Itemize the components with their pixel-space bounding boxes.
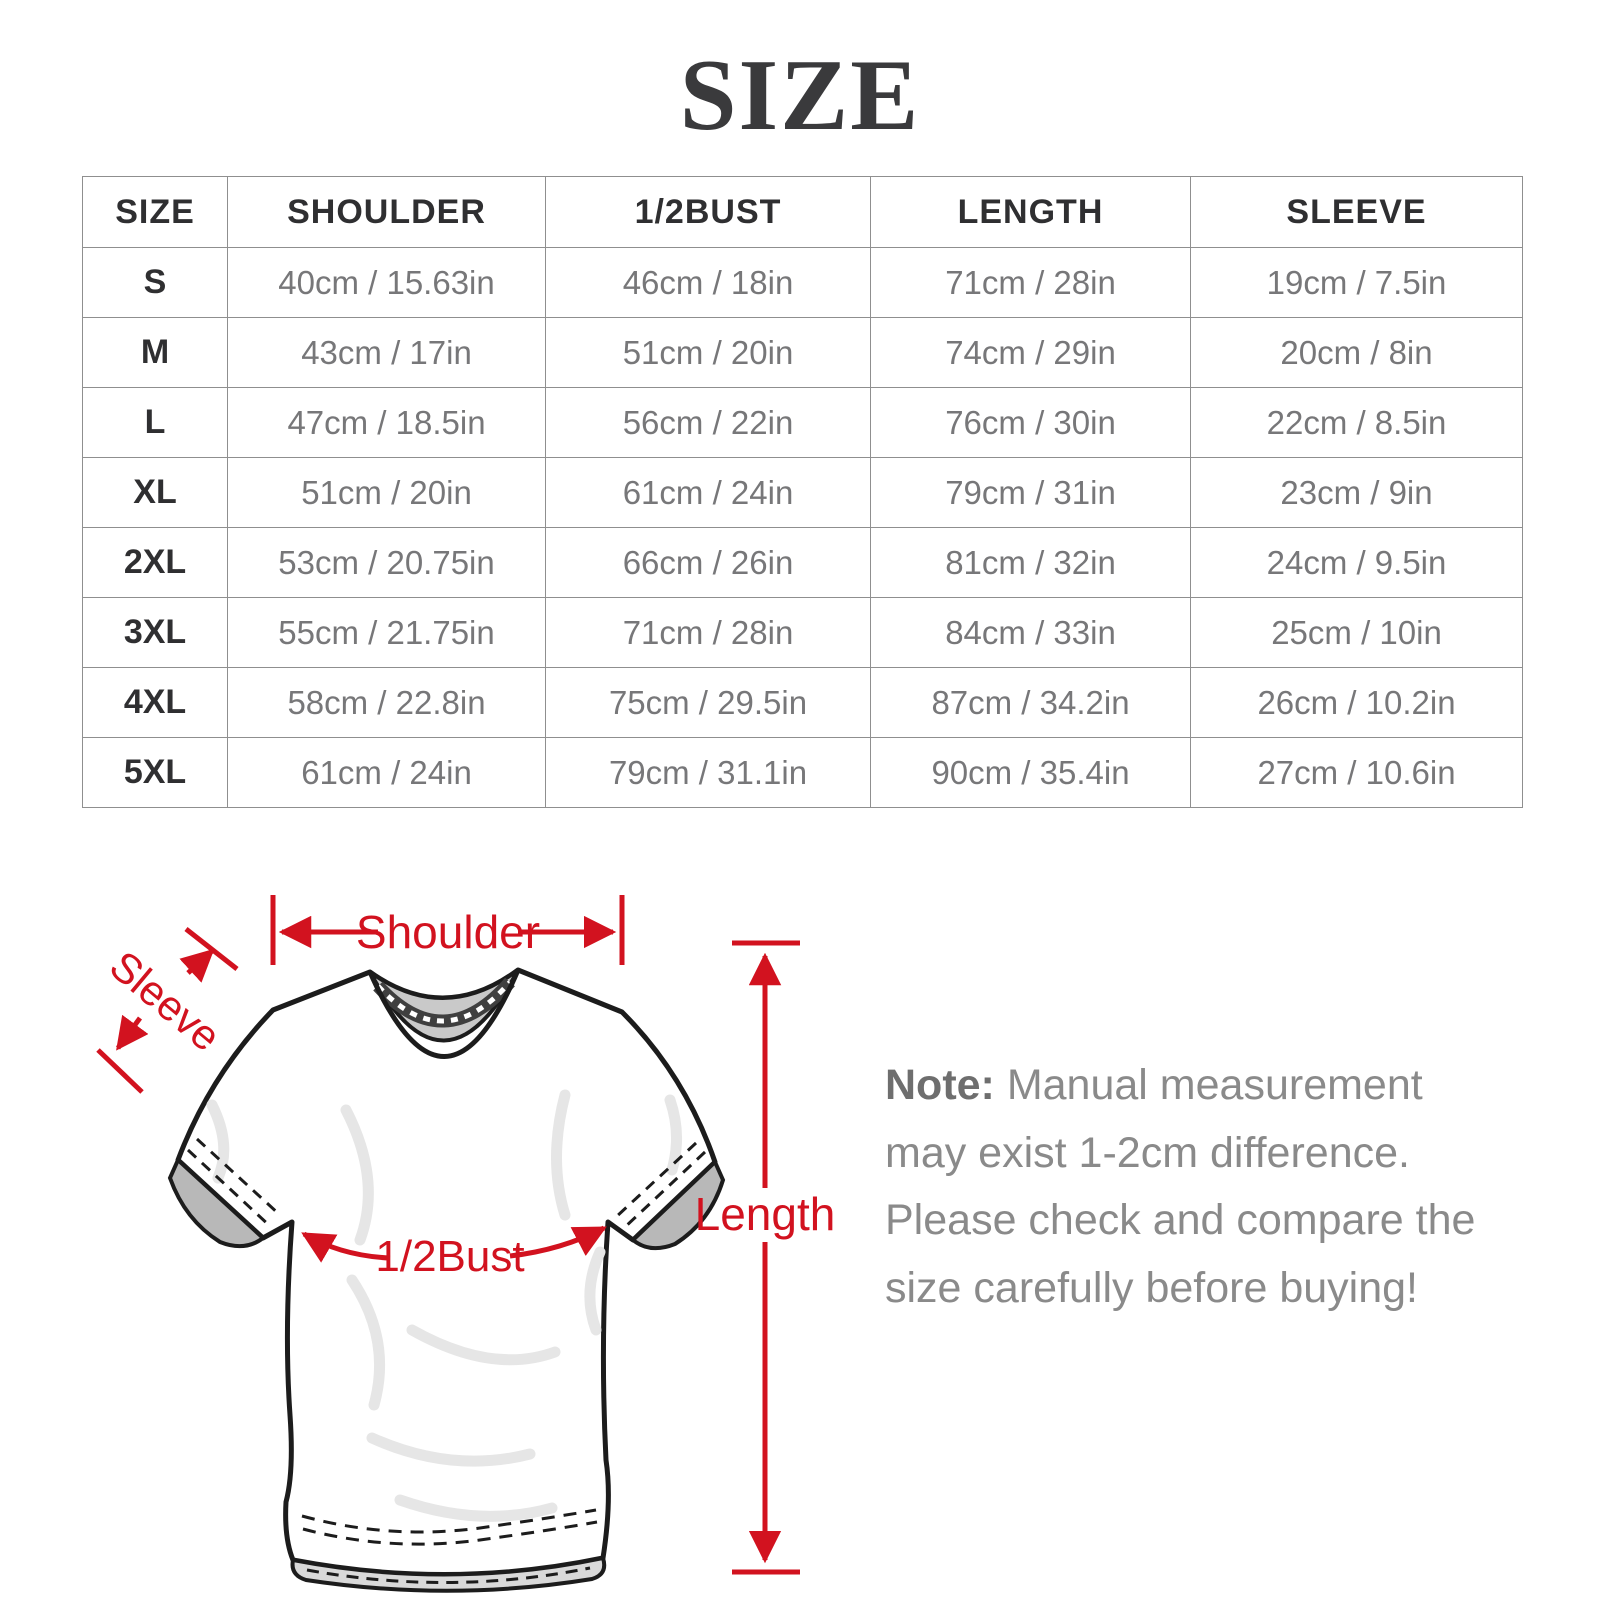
collar-front-rib: [367, 969, 521, 1059]
shoulder-cell: 55cm / 21.75in: [227, 597, 546, 668]
length-cell: 87cm / 34.2in: [870, 667, 1191, 738]
sleeve-cell: 23cm / 9in: [1190, 457, 1523, 528]
length-measure: [732, 940, 800, 1575]
table-row: S 40cm / 15.63in 46cm / 18in 71cm / 28in…: [82, 247, 1523, 318]
note-label: Note:: [885, 1061, 1007, 1109]
sleeve-cell: 24cm / 9.5in: [1190, 527, 1523, 598]
left-cuff: [167, 1156, 267, 1249]
page-title: SIZE: [679, 39, 921, 152]
sleeve-cell: 25cm / 10in: [1190, 597, 1523, 668]
length-cell: 74cm / 29in: [870, 317, 1191, 388]
shoulder-label: Shoulder: [356, 906, 540, 958]
rolled-hem: [290, 1555, 607, 1593]
col-header-shoulder: SHOULDER: [227, 176, 546, 248]
size-table: SIZE SHOULDER 1/2BUST LENGTH SLEEVE S 40…: [82, 176, 1523, 808]
shoulder-cell: 43cm / 17in: [227, 317, 546, 388]
bust-cell: 66cm / 26in: [545, 527, 871, 598]
size-cell: S: [82, 247, 228, 318]
shoulder-measure: [270, 895, 625, 965]
shoulder-cell: 47cm / 18.5in: [227, 387, 546, 458]
sleeve-measure: [96, 927, 239, 1094]
bust-cell: 61cm / 24in: [545, 457, 871, 528]
size-cell: 3XL: [82, 597, 228, 668]
right-cuff: [629, 1158, 726, 1251]
sleeve-cell: 20cm / 8in: [1190, 317, 1523, 388]
sleeve-cell: 22cm / 8.5in: [1190, 387, 1523, 458]
table-row: 5XL 61cm / 24in 79cm / 31.1in 90cm / 35.…: [82, 737, 1523, 808]
col-header-size: SIZE: [82, 176, 228, 248]
collar-stitch-band: [373, 977, 515, 1028]
length-cell: 76cm / 30in: [870, 387, 1191, 458]
tshirt-measurement-diagram: Shoulder Sleeve 1/2Bust Length: [60, 860, 960, 1600]
size-cell: 2XL: [82, 527, 228, 598]
bust-cell: 79cm / 31.1in: [545, 737, 871, 808]
size-cell: 4XL: [82, 667, 228, 738]
bust-label: 1/2Bust: [375, 1232, 524, 1281]
sleeve-cell: 26cm / 10.2in: [1190, 667, 1523, 738]
wrinkle-shading: [206, 1089, 683, 1522]
size-cell: L: [82, 387, 228, 458]
length-label: Length: [695, 1188, 836, 1240]
col-header-bust: 1/2BUST: [545, 176, 871, 248]
tshirt-diagram-svg: Shoulder Sleeve 1/2Bust Length: [96, 895, 836, 1593]
table-row: M 43cm / 17in 51cm / 20in 74cm / 29in 20…: [82, 317, 1523, 388]
length-cell: 84cm / 33in: [870, 597, 1191, 668]
table-row: 4XL 58cm / 22.8in 75cm / 29.5in 87cm / 3…: [82, 667, 1523, 738]
note-text: Manual measurement may exist 1-2cm diffe…: [885, 1061, 1476, 1312]
measurement-note: Note: Manual measurement may exist 1-2cm…: [885, 1052, 1515, 1322]
table-row: 2XL 53cm / 20.75in 66cm / 26in 81cm / 32…: [82, 527, 1523, 598]
bust-cell: 75cm / 29.5in: [545, 667, 871, 738]
length-cell: 81cm / 32in: [870, 527, 1191, 598]
table-header-row: SIZE SHOULDER 1/2BUST LENGTH SLEEVE: [82, 176, 1523, 248]
table-row: 3XL 55cm / 21.75in 71cm / 28in 84cm / 33…: [82, 597, 1523, 668]
shoulder-cell: 58cm / 22.8in: [227, 667, 546, 738]
table-row: XL 51cm / 20in 61cm / 24in 79cm / 31in 2…: [82, 457, 1523, 528]
col-header-length: LENGTH: [870, 176, 1191, 248]
length-cell: 79cm / 31in: [870, 457, 1191, 528]
size-cell: XL: [82, 457, 228, 528]
bust-cell: 51cm / 20in: [545, 317, 871, 388]
shoulder-cell: 40cm / 15.63in: [227, 247, 546, 318]
table-row: L 47cm / 18.5in 56cm / 22in 76cm / 30in …: [82, 387, 1523, 458]
measurement-annotations: [96, 895, 800, 1575]
bust-measure: [301, 1225, 607, 1263]
shoulder-cell: 51cm / 20in: [227, 457, 546, 528]
bust-cell: 46cm / 18in: [545, 247, 871, 318]
size-cell: 5XL: [82, 737, 228, 808]
shoulder-cell: 53cm / 20.75in: [227, 527, 546, 598]
sleeve-cell: 19cm / 7.5in: [1190, 247, 1523, 318]
bust-cell: 71cm / 28in: [545, 597, 871, 668]
col-header-sleeve: SLEEVE: [1190, 176, 1523, 248]
hem-stitching: [301, 1508, 598, 1546]
tshirt-outline-drawing: [167, 967, 726, 1593]
sleeve-cell: 27cm / 10.6in: [1190, 737, 1523, 808]
length-cell: 71cm / 28in: [870, 247, 1191, 318]
bust-cell: 56cm / 22in: [545, 387, 871, 458]
length-cell: 90cm / 35.4in: [870, 737, 1191, 808]
size-cell: M: [82, 317, 228, 388]
shoulder-cell: 61cm / 24in: [227, 737, 546, 808]
